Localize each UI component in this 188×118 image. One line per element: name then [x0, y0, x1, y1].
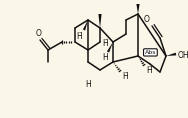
Text: H: H	[102, 53, 108, 62]
Text: O: O	[36, 29, 42, 38]
Text: H: H	[85, 80, 91, 89]
Text: Ḧ: Ḧ	[102, 39, 108, 48]
Text: O: O	[144, 15, 150, 24]
Text: Ḧ: Ḧ	[76, 32, 82, 41]
Polygon shape	[107, 42, 113, 53]
Text: Abs: Abs	[145, 50, 156, 55]
Text: OH: OH	[178, 51, 188, 59]
Polygon shape	[98, 14, 102, 28]
Text: Ḧ: Ḧ	[146, 66, 152, 75]
Polygon shape	[166, 53, 176, 56]
Text: Ḧ: Ḧ	[122, 72, 128, 81]
Polygon shape	[83, 20, 88, 30]
Polygon shape	[136, 4, 140, 14]
